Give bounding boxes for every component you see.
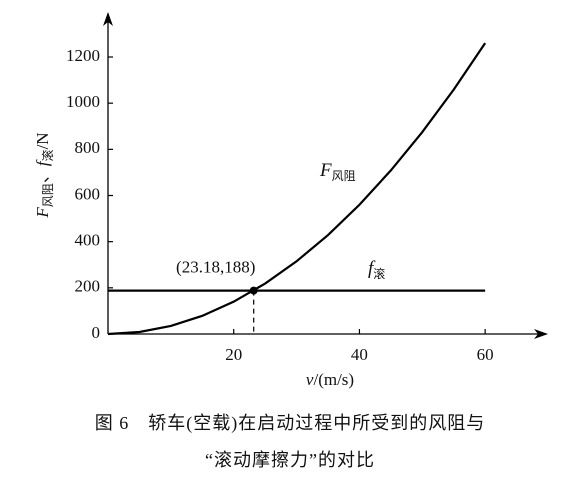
y-tick-label: 1000 [66, 92, 100, 111]
y-tick-label: 800 [75, 138, 101, 157]
series-label-sub: 风阻 [332, 169, 356, 183]
x-tick-label: 40 [351, 345, 368, 364]
y-label-part: 、 [33, 166, 52, 183]
series-label-main: f [368, 258, 376, 279]
caption-line: 图 6 轿车(空载)在启动过程中所受到的风阻与 [95, 413, 486, 434]
y-tick-label: 400 [75, 231, 101, 250]
annotation-label: (23.18,188) [176, 258, 255, 277]
caption-line: “滚动摩擦力”的对比 [205, 450, 375, 470]
series-line [107, 42, 487, 336]
y-axis-label: F风阻、f滚/N [33, 132, 55, 218]
series-label-main: F [319, 160, 332, 181]
x-label-part: v [306, 370, 314, 389]
x-label-part: /(m/s) [313, 370, 354, 389]
y-label-part: f [33, 159, 52, 166]
y-label-part: 风阻 [41, 183, 55, 207]
x-tick-label: 20 [225, 345, 242, 364]
y-tick-label: 600 [75, 184, 101, 203]
series-label: f滚 [368, 258, 385, 280]
y-axis-arrow [103, 12, 113, 26]
y-tick-label: 1200 [66, 46, 100, 65]
y-tick-label: 0 [92, 323, 101, 342]
y-label-part: /N [33, 132, 52, 149]
x-axis-arrow [534, 329, 548, 339]
series-label: F风阻 [319, 160, 356, 182]
x-tick-label: 60 [477, 345, 494, 364]
annotation-point [249, 286, 258, 295]
series-label-sub: 滚 [373, 266, 385, 281]
y-label-part: 滚 [40, 149, 55, 161]
x-axis-label: v/(m/s) [306, 370, 354, 389]
y-label-part: F [33, 207, 52, 219]
y-tick-label: 200 [75, 277, 101, 296]
